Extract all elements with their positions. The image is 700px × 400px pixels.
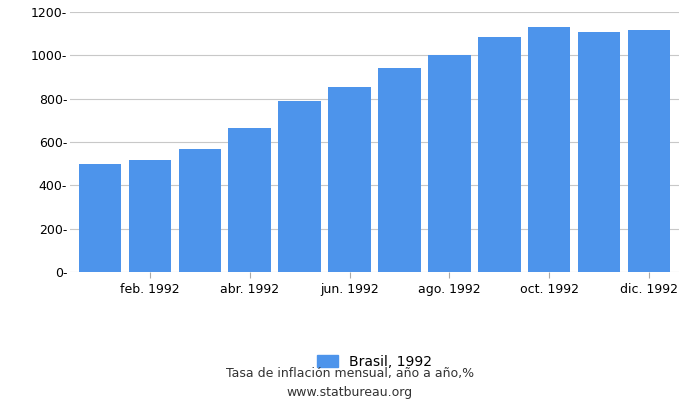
Bar	[279, 101, 321, 272]
Text: Tasa de inflación mensual, año a año,%: Tasa de inflación mensual, año a año,%	[226, 368, 474, 380]
Bar	[578, 32, 620, 272]
Bar	[478, 37, 521, 272]
Bar	[378, 68, 421, 272]
Bar	[178, 148, 221, 272]
Bar	[228, 128, 271, 272]
Bar	[129, 160, 171, 272]
Bar	[628, 30, 671, 272]
Legend: Brasil, 1992: Brasil, 1992	[312, 349, 438, 374]
Bar	[528, 27, 570, 272]
Bar	[78, 164, 121, 272]
Bar	[428, 55, 470, 272]
Text: www.statbureau.org: www.statbureau.org	[287, 386, 413, 399]
Bar	[328, 87, 371, 272]
